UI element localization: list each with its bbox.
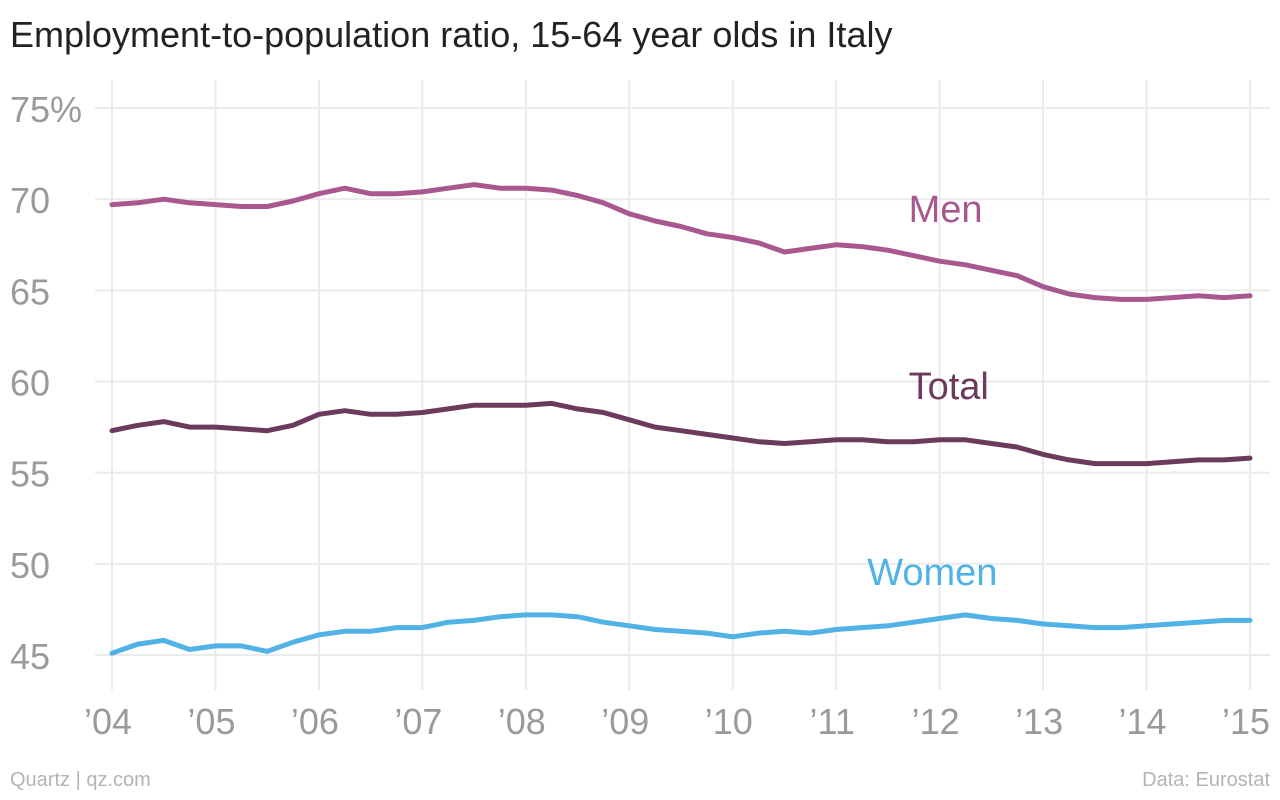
x-tick-label: ’10 bbox=[705, 701, 753, 742]
x-tick-label: ’15 bbox=[1222, 701, 1270, 742]
y-tick-label: 70 bbox=[10, 180, 50, 221]
x-tick-label: ’11 bbox=[809, 701, 854, 742]
y-tick-label: 50 bbox=[10, 545, 50, 586]
series-label-women: Women bbox=[867, 552, 997, 594]
x-tick-label: ’04 bbox=[84, 701, 132, 742]
x-axis-tick-labels: ’04 ’05 ’06 ’07 ’08 ’09 ’10 ’11 ’12 ’13 ’14 ’15 bbox=[84, 701, 1270, 742]
credit-text: Quartz | qz.com bbox=[10, 769, 151, 791]
x-tick-label: ’13 bbox=[1015, 701, 1063, 742]
x-tick-label: ’12 bbox=[912, 701, 960, 742]
series-label-men: Men bbox=[909, 189, 983, 231]
x-tick-label: ’07 bbox=[394, 701, 442, 742]
series-labels: Men Total Women bbox=[867, 189, 997, 594]
y-tick-label: 45 bbox=[10, 636, 50, 677]
series-lines bbox=[109, 182, 1253, 656]
gridlines bbox=[95, 80, 1270, 690]
y-tick-label: 75% bbox=[10, 89, 82, 130]
series-label-total: Total bbox=[909, 366, 989, 408]
y-axis-tick-labels: 75% 70 65 60 55 50 45 bbox=[10, 89, 82, 677]
y-tick-label: 65 bbox=[10, 271, 50, 312]
y-tick-label: 60 bbox=[10, 363, 50, 404]
x-tick-label: ’14 bbox=[1119, 701, 1167, 742]
x-tick-label: ’06 bbox=[291, 701, 339, 742]
series-line-total bbox=[109, 400, 1253, 467]
y-tick-label: 55 bbox=[10, 454, 50, 495]
chart-title: Employment-to-population ratio, 15-64 ye… bbox=[10, 14, 893, 55]
x-tick-label: ’08 bbox=[498, 701, 546, 742]
series-line-men bbox=[109, 182, 1253, 302]
x-tick-label: ’09 bbox=[601, 701, 649, 742]
series-line-women bbox=[109, 612, 1253, 656]
x-tick-label: ’05 bbox=[187, 701, 235, 742]
source-text: Data: Eurostat bbox=[1142, 769, 1270, 791]
